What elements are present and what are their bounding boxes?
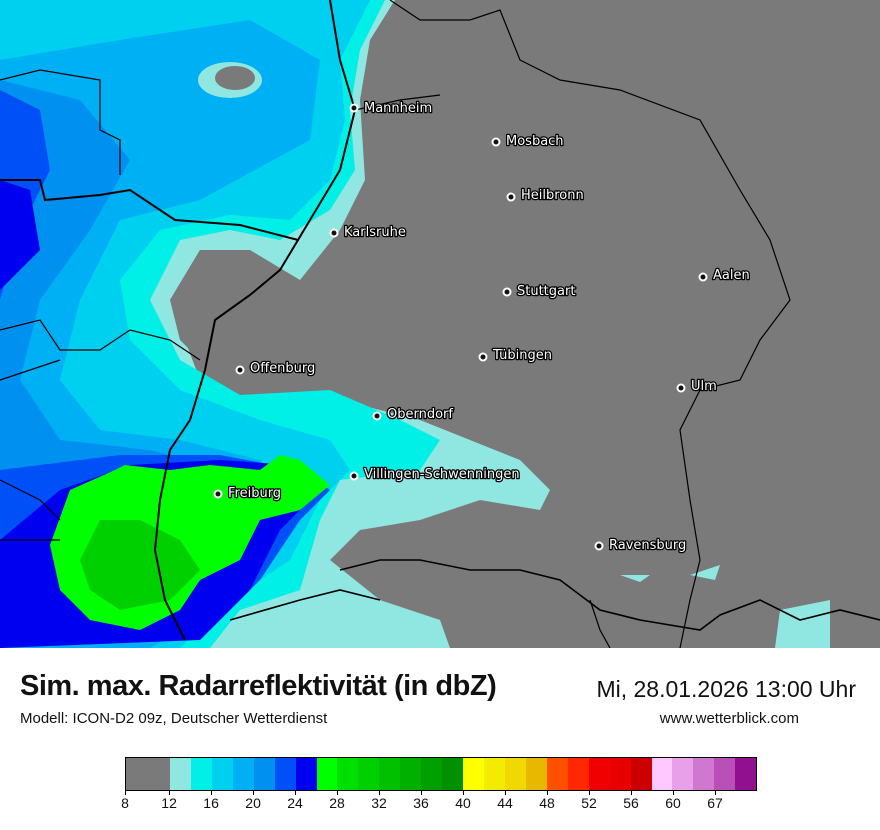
legend-tick-label: 16 [203,795,219,811]
borders [0,0,880,648]
legend-swatch [546,758,568,790]
legend-swatch [630,758,652,790]
legend-tick-mark [715,790,716,795]
city-tuebingen: Tübingen [478,347,553,364]
svg-text:Tübingen: Tübingen [492,348,552,363]
legend-tick-label: 32 [371,795,387,811]
legend-tick-label: 8 [121,795,129,811]
precipitation-areas [0,0,830,648]
svg-text:Oberndorf: Oberndorf [387,407,453,422]
legend-tick-label: 12 [161,795,177,811]
city-mosbach: Mosbach [491,133,565,150]
legend-tick-label: 28 [329,795,345,811]
legend-ticks: 8 12 16 20 24 28 32 36 40 44 48 52 56 60 67 [121,795,757,815]
svg-text:Ulm: Ulm [691,379,717,394]
city-mannheim: Mannheim [349,100,433,117]
legend-tick-mark [379,790,381,795]
legend-tick-label: 20 [245,795,261,811]
legend-tick-mark [463,790,465,795]
legend-tick-mark [505,790,507,795]
legend-tick-mark [631,790,633,795]
city-ulm: Ulm [676,378,718,395]
legend-tick-label: 52 [581,795,597,811]
legend-tick-label: 44 [497,795,513,811]
color-legend [125,757,757,791]
legend-tick-mark [211,790,213,795]
legend-swatch [672,758,694,790]
legend-swatch [274,758,296,790]
svg-text:Mannheim: Mannheim [364,101,432,116]
city-ravensburg: Ravensburg [594,537,688,554]
legend-tick-mark [125,790,126,795]
legend-tick-label: 48 [539,795,555,811]
legend-swatch [504,758,526,790]
city-freiburg: Freiburg [213,485,282,502]
legend-swatch [400,758,422,790]
city-heilbronn: Heilbronn [506,187,585,204]
legend-swatch [567,758,589,790]
legend-swatch [609,758,631,790]
website-link[interactable]: www.wetterblick.com [659,710,799,727]
legend-tick-label: 56 [623,795,639,811]
legend-tick-mark [253,790,255,795]
legend-swatch [379,758,401,790]
radar-map: Mannheim Mosbach Heilbronn Karlsruhe Aal… [0,0,880,648]
legend-tick-mark [169,790,171,795]
svg-text:Karlsruhe: Karlsruhe [344,225,406,240]
legend-tick-mark [547,790,549,795]
legend-swatch [190,758,212,790]
legend-tick-mark [589,790,591,795]
forecast-datetime: Mi, 28.01.2026 13:00 Uhr [596,676,856,702]
legend-swatch [463,758,485,790]
svg-text:Aalen: Aalen [713,268,750,283]
city-karlsruhe: Karlsruhe [329,224,407,241]
legend-swatch [126,758,170,790]
svg-text:Ravensburg: Ravensburg [609,538,686,553]
legend-swatch [735,758,757,790]
legend-tick-mark [421,790,423,795]
city-villingen-schwenningen: Villingen-Schwenningen [349,466,521,483]
legend-swatch [651,758,673,790]
svg-text:Stuttgart: Stuttgart [517,284,575,299]
legend-tick-label: 40 [455,795,471,811]
model-source: Modell: ICON-D2 09z, Deutscher Wetterdie… [20,710,328,727]
legend-swatch [253,758,275,790]
svg-text:Offenburg: Offenburg [250,361,315,376]
svg-text:Heilbronn: Heilbronn [521,188,584,203]
legend-swatch [525,758,547,790]
legend-swatch [295,758,317,790]
legend-tick-label: 36 [413,795,429,811]
city-aalen: Aalen [698,267,751,284]
legend-tick-mark [673,790,674,795]
legend-swatch [484,758,505,790]
svg-text:Freiburg: Freiburg [228,486,281,501]
svg-text:Villingen-Schwenningen: Villingen-Schwenningen [364,467,520,482]
city-oberndorf: Oberndorf [372,406,455,423]
legend-swatch [693,758,715,790]
legend-tick-label: 24 [287,795,303,811]
legend-swatch [588,758,610,790]
legend-tick-label: 67 [707,795,723,811]
city-stuttgart: Stuttgart [502,283,577,300]
city-offenburg: Offenburg [235,360,317,377]
legend-swatch [337,758,359,790]
map-title: Sim. max. Radarreflektivität (in dbZ) [20,670,497,702]
legend-tick-mark [337,790,339,795]
svg-text:Mosbach: Mosbach [506,134,564,149]
legend-swatch [232,758,254,790]
legend-swatch [421,758,443,790]
legend-swatch [714,758,736,790]
legend-swatch [442,758,464,790]
legend-tick-mark [295,790,297,795]
legend-swatch [169,758,191,790]
legend-swatch [211,758,233,790]
legend-tick-label: 60 [665,795,681,811]
legend-swatch [358,758,380,790]
city-markers: Mannheim Mosbach Heilbronn Karlsruhe Aal… [213,100,751,554]
legend-swatch [316,758,338,790]
